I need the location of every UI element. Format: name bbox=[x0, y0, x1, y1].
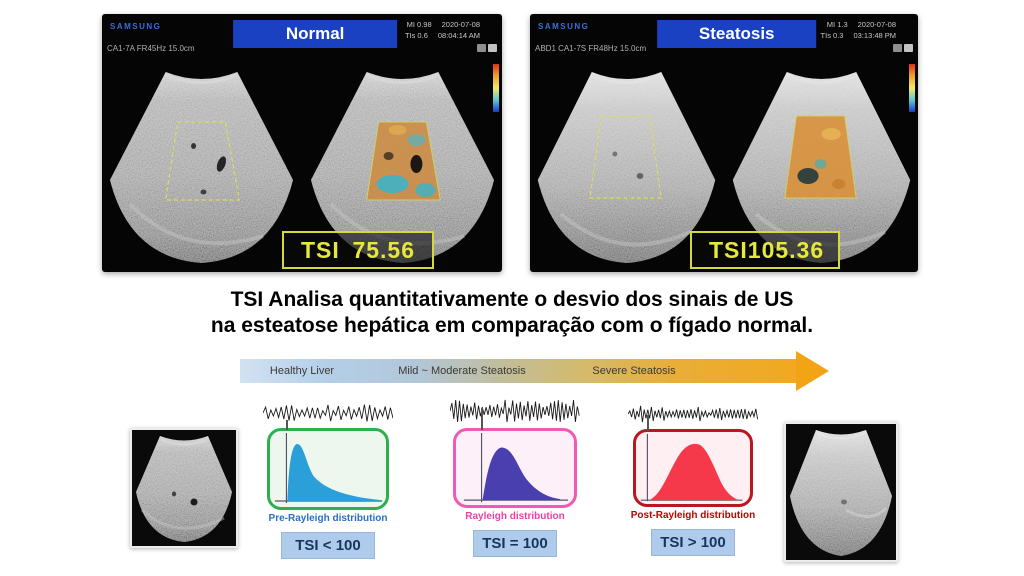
roi-outline bbox=[589, 115, 662, 199]
tsi-readout-value: 75.56 bbox=[352, 236, 415, 263]
pre-rayleigh-box bbox=[267, 428, 389, 510]
clip-icon bbox=[477, 44, 486, 52]
bmode-image-normal bbox=[109, 72, 294, 263]
thumbnail-icons bbox=[893, 44, 913, 52]
frame-icon bbox=[488, 44, 497, 52]
exam-time: 03:13:48 PM bbox=[853, 31, 896, 40]
arrow-head-icon bbox=[796, 351, 829, 391]
mi-value: MI 1.3 bbox=[826, 20, 848, 29]
exam-date: 2020-07-08 bbox=[441, 20, 480, 29]
samsung-logo: SAMSUNG bbox=[538, 22, 590, 31]
tsi-range-chip-low: TSI < 100 bbox=[281, 532, 375, 559]
rayleigh-group: Rayleigh distribution TSI = 100 bbox=[450, 394, 580, 557]
liver-thumbnail-normal bbox=[130, 428, 238, 548]
skin-line bbox=[167, 74, 236, 84]
frame-icon bbox=[904, 44, 913, 52]
tsi-readout-label: TSI bbox=[709, 236, 748, 263]
exam-time: 08:04:14 AM bbox=[437, 31, 480, 40]
pre-rayleigh-label: Pre-Rayleigh distribution bbox=[268, 513, 388, 524]
probe-info: ABD1 CA1-7S FR48Hz 15.0cm bbox=[535, 44, 647, 53]
signal-waveform-mid bbox=[450, 399, 580, 423]
ultrasound-panel-normal: SAMSUNG CA1-7A FR45Hz 15.0cm Normal MI 0… bbox=[102, 14, 502, 272]
rayleigh-label: Rayleigh distribution bbox=[465, 511, 565, 522]
liver-thumbnail-steatosis bbox=[784, 422, 898, 562]
samsung-logo: SAMSUNG bbox=[110, 22, 162, 31]
tsi-readout-steatosis: TSI 105.36 bbox=[690, 231, 840, 269]
signal-waveform-high bbox=[628, 405, 758, 423]
rayleigh-curve bbox=[463, 432, 569, 503]
clip-icon bbox=[893, 44, 902, 52]
ultrasound-panel-steatosis: SAMSUNG ABD1 CA1-7S FR48Hz 15.0cm Steato… bbox=[530, 14, 918, 272]
axis-extension bbox=[647, 415, 649, 431]
tsi-colorbar bbox=[493, 64, 499, 112]
tsi-range-chip-equal: TSI = 100 bbox=[473, 530, 557, 557]
tsi-readout-normal: TSI 75.56 bbox=[282, 231, 434, 269]
axis-extension bbox=[286, 420, 288, 430]
post-rayleigh-box bbox=[633, 429, 753, 507]
tsi-range-chip-high: TSI > 100 bbox=[651, 529, 735, 556]
caption-text: TSI Analisa quantitativamente o desvio d… bbox=[0, 287, 1024, 339]
tsi-readout-value: 105.36 bbox=[747, 236, 825, 263]
pre-rayleigh-curve bbox=[274, 433, 383, 503]
axis-extension bbox=[481, 408, 483, 430]
tis-value: TIs 0.3 bbox=[820, 31, 844, 40]
rayleigh-box bbox=[453, 428, 577, 508]
post-rayleigh-group: Post-Rayleigh distribution TSI > 100 bbox=[628, 399, 758, 556]
exam-date: 2020-07-08 bbox=[857, 20, 896, 29]
spectrum-label-severe: Severe Steatosis bbox=[592, 365, 676, 377]
pre-rayleigh-group: Pre-Rayleigh distribution TSI < 100 bbox=[263, 398, 393, 559]
tsi-color-map bbox=[784, 116, 857, 198]
caption-line-2: na esteatose hepática em comparação com … bbox=[210, 314, 814, 337]
acquisition-info: MI 0.98 2020-07-08 TIs 0.6 08:04:14 AM bbox=[405, 19, 480, 41]
spectrum-label-mild-moderate: Mild ~ Moderate Steatosis bbox=[398, 365, 526, 377]
tsi-colorbar bbox=[909, 64, 915, 112]
acquisition-info: MI 1.3 2020-07-08 TIs 0.3 03:13:48 PM bbox=[821, 19, 896, 41]
roi-outline bbox=[164, 121, 241, 201]
mi-value: MI 0.98 bbox=[406, 20, 432, 29]
tis-value: TIs 0.6 bbox=[404, 31, 428, 40]
diaphragm-line bbox=[128, 202, 264, 246]
signal-waveform-low bbox=[263, 404, 393, 422]
steatosis-banner: Steatosis bbox=[657, 20, 817, 48]
tsi-overlay-image-normal bbox=[310, 72, 495, 263]
post-rayleigh-curve bbox=[640, 433, 743, 502]
caption-line-1: TSI Analisa quantitativamente o desvio d… bbox=[230, 288, 794, 311]
tsi-color-map bbox=[366, 122, 441, 200]
spectrum-label-healthy: Healthy Liver bbox=[269, 365, 335, 377]
tsi-overlay-image-steatosis bbox=[732, 72, 911, 263]
thumbnail-icons bbox=[477, 44, 497, 52]
probe-info: CA1-7A FR45Hz 15.0cm bbox=[107, 44, 195, 53]
spectrum-gradient-bar bbox=[240, 359, 797, 383]
severity-spectrum-arrow: Healthy Liver Mild ~ Moderate Steatosis … bbox=[240, 351, 860, 399]
post-rayleigh-label: Post-Rayleigh distribution bbox=[630, 510, 756, 521]
bmode-image-steatosis bbox=[537, 72, 716, 263]
normal-banner: Normal bbox=[233, 20, 398, 48]
tsi-readout-label: TSI bbox=[301, 236, 340, 263]
